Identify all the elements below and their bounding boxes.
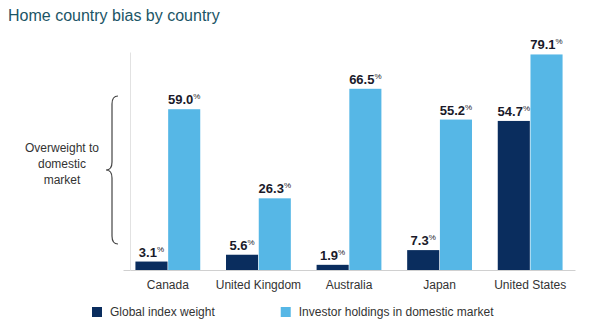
bar bbox=[226, 255, 258, 270]
x-tick: Japan bbox=[423, 270, 456, 292]
legend-item: Global index weight bbox=[92, 305, 215, 319]
x-tick: United Kingdom bbox=[216, 270, 301, 292]
bar bbox=[440, 120, 472, 270]
x-tick: Canada bbox=[147, 270, 189, 292]
bar bbox=[168, 109, 200, 270]
x-tick: United States bbox=[494, 270, 566, 292]
x-axis: Canada United Kingdom Australia Japan United… bbox=[124, 270, 576, 292]
bar bbox=[317, 265, 349, 270]
annotation: Overweight to domestic market bbox=[25, 141, 99, 187]
x-tick-label: United States bbox=[494, 278, 566, 292]
data-label: 1.9% bbox=[320, 248, 345, 263]
x-axis-line bbox=[124, 270, 576, 271]
annotation-line: Overweight to bbox=[25, 141, 99, 155]
legend-label: Investor holdings in domestic market bbox=[299, 305, 494, 319]
bar bbox=[498, 121, 530, 270]
legend-swatch bbox=[92, 307, 102, 317]
brace bbox=[106, 96, 118, 244]
data-label: 66.5% bbox=[349, 72, 381, 87]
x-tick-label: Australia bbox=[326, 278, 373, 292]
data-labels: 3.1% 5.6% 1.9% 7.3% 54.7% 59.0% 26.3% 66.5% 55.2… bbox=[139, 37, 563, 262]
data-label: 7.3% bbox=[411, 233, 436, 248]
chart: Home country bias by country 3.1% 5.6% 1.9%… bbox=[0, 0, 594, 330]
data-label: 54.7% bbox=[498, 104, 530, 119]
bar bbox=[135, 262, 167, 270]
bar bbox=[259, 198, 291, 270]
title: Home country bias by country bbox=[8, 7, 220, 24]
bar bbox=[407, 250, 439, 270]
data-label: 3.1% bbox=[139, 245, 164, 260]
legend-swatch bbox=[281, 307, 291, 317]
y-axis-line bbox=[130, 53, 131, 271]
data-label: 59.0% bbox=[168, 92, 200, 107]
y-axis bbox=[130, 53, 131, 271]
x-tick-label: United Kingdom bbox=[216, 278, 301, 292]
legend: Global index weight Investor holdings in … bbox=[92, 305, 494, 319]
data-label: 5.6% bbox=[229, 238, 254, 253]
bar bbox=[530, 54, 562, 270]
legend-item: Investor holdings in domestic market bbox=[281, 305, 494, 319]
x-tick: Australia bbox=[326, 270, 373, 292]
annotation-line: domestic bbox=[38, 157, 86, 171]
legend-label: Global index weight bbox=[110, 305, 215, 319]
data-label: 79.1% bbox=[530, 37, 562, 52]
data-label: 55.2% bbox=[440, 103, 472, 118]
bars bbox=[135, 54, 562, 270]
x-tick-label: Canada bbox=[147, 278, 189, 292]
data-label: 26.3% bbox=[259, 181, 291, 196]
x-tick-label: Japan bbox=[423, 278, 456, 292]
annotation-line: market bbox=[44, 173, 81, 187]
bar bbox=[349, 89, 381, 270]
